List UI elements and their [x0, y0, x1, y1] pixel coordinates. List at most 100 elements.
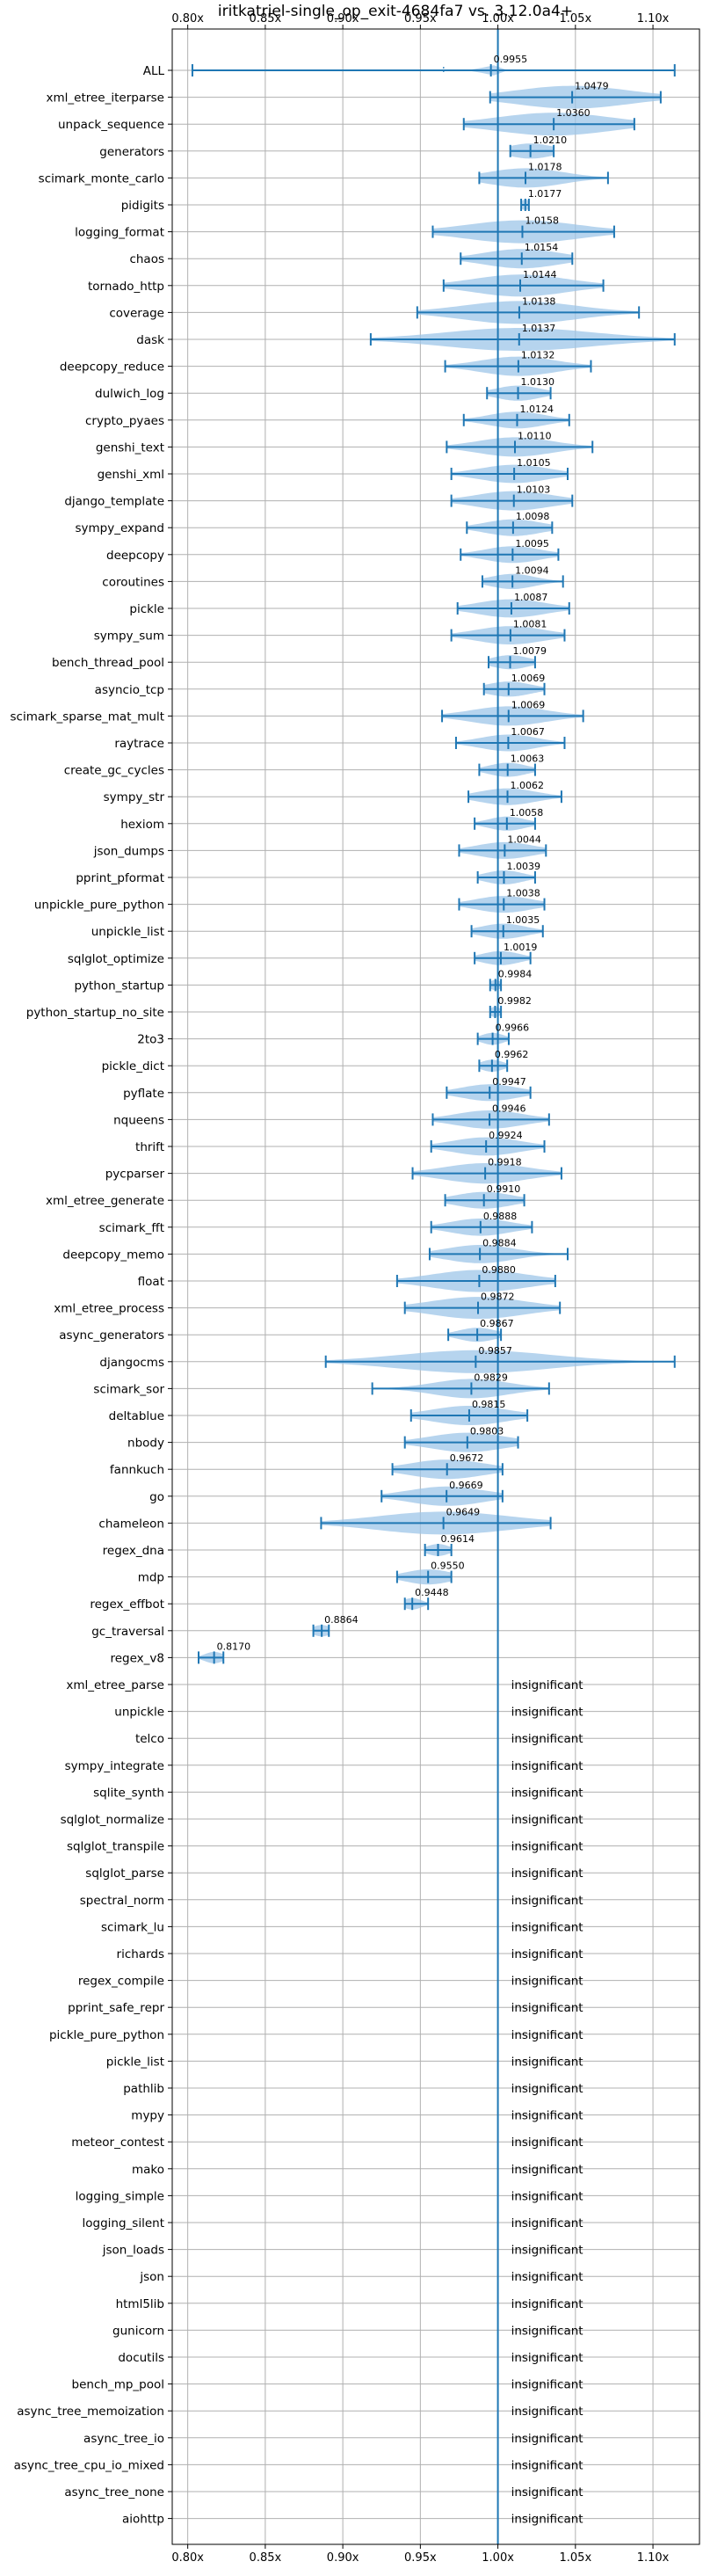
category-label: regex_dna [103, 1544, 164, 1558]
insignificant-label: insignificant [511, 2405, 583, 2419]
category-label: xml_etree_generate [46, 1194, 164, 1208]
insignificant-label: insignificant [511, 2297, 583, 2311]
mean-value-label: 0.9867 [480, 1318, 514, 1329]
category-label: xml_etree_process [54, 1302, 164, 1316]
insignificant-label: insignificant [511, 2270, 583, 2284]
mean-value-label: 1.0110 [518, 430, 552, 441]
mean-value-label: 1.0105 [517, 457, 551, 469]
mean-value-label: 1.0154 [525, 242, 559, 253]
category-label: crypto_pyaes [85, 414, 164, 428]
category-label: gunicorn [112, 2324, 164, 2338]
category-label: sqlglot_parse [85, 1867, 164, 1881]
x-tick-label-bottom: 1.05x [560, 2551, 592, 2565]
x-tick-label-bottom: 0.95x [404, 2551, 437, 2565]
label-layer: 0.9955 1.0479 1.0360 1.0210 1.0178 1.0177 1.01… [217, 54, 609, 2527]
x-tick-label-top: 0.80x [171, 12, 204, 25]
category-label: mdp [138, 1571, 164, 1585]
category-label: pycparser [105, 1168, 165, 1182]
category-label: gc_traversal [91, 1625, 164, 1639]
category-label: json [139, 2270, 164, 2284]
mean-value-label: 1.0067 [511, 726, 545, 738]
mean-value-label: 1.0177 [528, 188, 562, 200]
mean-value-label: 0.9962 [495, 1049, 529, 1060]
mean-value-label: 0.9550 [431, 1561, 465, 1572]
category-label: genshi_xml [98, 468, 164, 482]
category-label: bench_thread_pool [52, 656, 164, 670]
mean-value-label: 1.0144 [523, 269, 557, 280]
category-label: async_tree_memoization [17, 2405, 164, 2419]
category-label: scimark_lu [101, 1920, 164, 1934]
category-label: python_startup [74, 979, 164, 993]
mean-value-label: 1.0035 [506, 914, 540, 926]
mean-value-label: 1.0158 [525, 215, 559, 227]
category-label: pprint_safe_repr [68, 2001, 164, 2015]
category-label: sqlglot_optimize [68, 952, 164, 966]
category-label: richards [117, 1947, 164, 1961]
category-label: float [138, 1275, 164, 1289]
category-label: sqlglot_normalize [61, 1813, 164, 1827]
mean-value-label: 1.0132 [521, 350, 555, 361]
x-tick-label-top: 0.95x [404, 12, 437, 25]
category-label: django_template [64, 495, 164, 509]
category-label: ALL [143, 64, 165, 78]
category-label: fannkuch [110, 1463, 164, 1477]
mean-value-label: 0.9669 [449, 1480, 483, 1491]
category-label: sympy_str [104, 790, 165, 804]
insignificant-label: insignificant [511, 1867, 583, 1881]
category-label: nqueens [113, 1113, 164, 1127]
category-label: pickle_dict [102, 1059, 164, 1073]
category-label: generators [99, 145, 164, 159]
insignificant-label: insignificant [511, 1920, 583, 1934]
category-label: 2to3 [137, 1033, 164, 1047]
insignificant-label: insignificant [511, 2378, 583, 2392]
insignificant-label: insignificant [511, 1706, 583, 1720]
x-tick-label-top: 0.85x [250, 12, 282, 25]
category-label: xml_etree_parse [66, 1678, 164, 1692]
mean-value-label: 1.0360 [556, 107, 591, 119]
mean-value-label: 0.9872 [481, 1292, 515, 1303]
mean-value-label: 1.0479 [575, 81, 609, 92]
mean-value-label: 1.0103 [517, 484, 551, 496]
category-label: json_loads [102, 2244, 164, 2258]
category-label: deepcopy_reduce [60, 360, 164, 375]
category-label: sympy_sum [94, 629, 164, 644]
category-label: genshi_text [96, 440, 164, 455]
mean-value-label: 0.9946 [492, 1102, 526, 1114]
mean-value-label: 0.9888 [483, 1211, 518, 1222]
category-label: sqlite_synth [93, 1786, 164, 1800]
category-label: djangocms [99, 1356, 164, 1370]
category-label: sympy_integrate [65, 1759, 164, 1773]
insignificant-label: insignificant [511, 2109, 583, 2123]
mean-value-label: 1.0069 [511, 699, 546, 710]
category-label: async_tree_none [64, 2485, 164, 2500]
x-tick-label-top: 1.00x [482, 12, 514, 25]
mean-value-label: 1.0079 [513, 645, 547, 657]
mean-value-label: 1.0063 [511, 753, 545, 765]
mean-value-label: 1.0137 [522, 323, 556, 334]
mean-value-label: 0.9614 [440, 1533, 475, 1545]
category-label: logging_format [75, 226, 164, 240]
mean-value-label: 1.0124 [519, 404, 554, 415]
category-label: pidigits [121, 199, 164, 213]
mean-value-label: 1.0038 [506, 888, 540, 899]
mean-value-label: 0.9803 [470, 1426, 504, 1437]
mean-value-label: 1.0094 [515, 564, 549, 576]
insignificant-label: insignificant [511, 2136, 583, 2150]
category-label: dulwich_log [95, 387, 164, 401]
violin-layer [191, 64, 676, 1664]
category-label: sympy_expand [75, 521, 164, 535]
mean-value-label: 0.9982 [497, 995, 532, 1007]
insignificant-label: insignificant [511, 1894, 583, 1908]
category-label: thrift [135, 1140, 164, 1154]
mean-value-label: 1.0081 [513, 619, 547, 630]
category-label: coroutines [102, 575, 164, 589]
category-label: create_gc_cycles [64, 764, 164, 778]
mean-value-label: 0.9829 [474, 1372, 508, 1383]
mean-value-label: 1.0039 [506, 861, 540, 872]
mean-value-label: 1.0098 [516, 511, 550, 522]
category-label: mypy [131, 2109, 164, 2123]
insignificant-label: insignificant [511, 2028, 583, 2042]
insignificant-label: insignificant [511, 2458, 583, 2472]
mean-value-label: 0.9880 [482, 1264, 516, 1276]
insignificant-label: insignificant [511, 2351, 583, 2365]
